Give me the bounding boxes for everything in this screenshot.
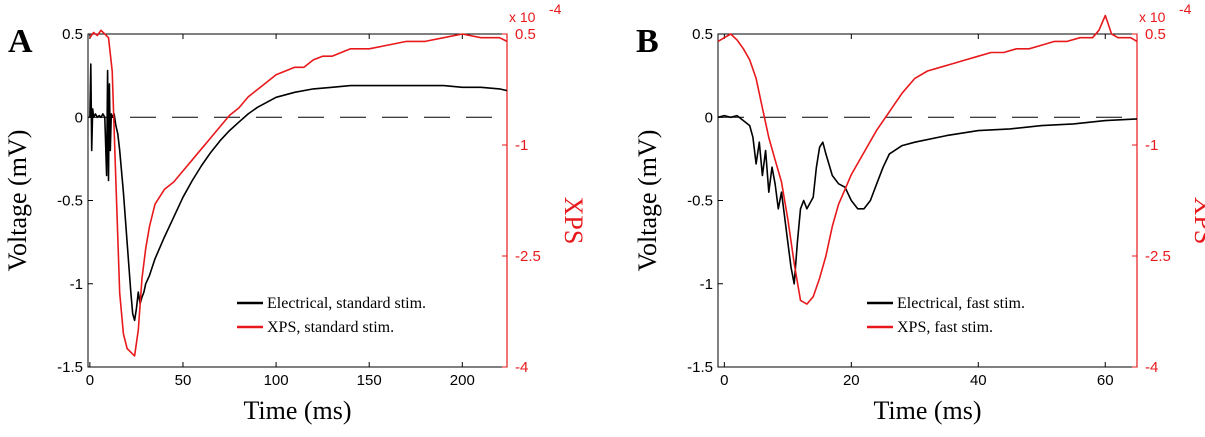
panel-b: B 0 20 40 60 -1.5 -1 -0.5 0 0.5 -4 -2.5 -1 0.5 Time … bbox=[633, 1, 1205, 425]
legend-entry-electrical-b: Electrical, fast stim. bbox=[897, 295, 1025, 312]
legend-a: Electrical, standard stim. XPS, standard… bbox=[237, 295, 426, 336]
y2-axis-label-a: XPS bbox=[559, 197, 588, 245]
y2-multiplier-exp-b: -4 bbox=[1179, 1, 1192, 17]
y2-tick-label: -1 bbox=[515, 137, 528, 154]
x-axis-label-a: Time (ms) bbox=[243, 396, 351, 425]
y2-multiplier-b: x 10 -4 bbox=[1139, 1, 1192, 25]
y-tick-label: -1.5 bbox=[687, 359, 713, 376]
ticks-a: 0 50 100 150 200 -1.5 -1 -0.5 0 0.5 -4 -2.5 -1 0.5 bbox=[57, 26, 541, 389]
panel-a: A 0 50 100 150 200-1.5-1-0.500.5-4-2.5-10.5 … bbox=[3, 1, 588, 425]
y2-multiplier-base-b: x 10 bbox=[1139, 9, 1166, 25]
ticks-b: 0 20 40 60 -1.5 -1 -0.5 0 0.5 -4 -2.5 -1 0.5 bbox=[687, 26, 1171, 389]
y2-tick-label: -2.5 bbox=[1145, 248, 1171, 265]
y-tick-label: -0.5 bbox=[57, 193, 83, 210]
y2-tick-label: 0.5 bbox=[515, 26, 536, 43]
y-tick-label: 0 bbox=[75, 109, 83, 126]
y-tick-label: -0.5 bbox=[687, 193, 713, 210]
y2-multiplier-exp-a: -4 bbox=[549, 1, 562, 17]
y2-tick-label: -4 bbox=[515, 359, 528, 376]
plot-frame-b bbox=[717, 33, 1138, 368]
series-line-xps bbox=[89, 29, 508, 357]
x-tick-label: 60 bbox=[1097, 372, 1114, 389]
x-tick-label: 0 bbox=[720, 372, 728, 389]
x-tick-label: 0 bbox=[86, 372, 94, 389]
plot-frame-a bbox=[87, 33, 508, 368]
y-tick-label: -1 bbox=[70, 276, 83, 293]
x-tick-label: 20 bbox=[843, 372, 860, 389]
y-axis-label-b: Voltage (mV) bbox=[633, 130, 662, 272]
y2-multiplier-base-a: x 10 bbox=[509, 9, 536, 25]
y-tick-label: -1 bbox=[700, 276, 713, 293]
y-tick-label: 0 bbox=[705, 109, 713, 126]
x-tick-label: 40 bbox=[970, 372, 987, 389]
series-lines-a bbox=[89, 29, 508, 357]
y-axis-label-a: Voltage (mV) bbox=[3, 130, 32, 272]
x-tick-label: 200 bbox=[450, 372, 475, 389]
y2-tick-label: -4 bbox=[1145, 359, 1158, 376]
legend-b: Electrical, fast stim. XPS, fast stim. bbox=[867, 295, 1025, 336]
y2-tick-label: -2.5 bbox=[515, 248, 541, 265]
series-line-electrical bbox=[717, 114, 1138, 285]
series-line-electrical bbox=[89, 63, 508, 322]
series-line-xps bbox=[717, 14, 1138, 305]
x-tick-label: 100 bbox=[264, 372, 289, 389]
legend-entry-electrical-a: Electrical, standard stim. bbox=[267, 295, 426, 312]
y2-tick-label: 0.5 bbox=[1145, 26, 1166, 43]
y2-axis-label-b: XPS bbox=[1189, 197, 1205, 245]
y2-tick-label: -1 bbox=[1145, 137, 1158, 154]
x-tick-label: 50 bbox=[175, 372, 192, 389]
panel-label-b: B bbox=[636, 23, 659, 60]
panel-label-a: A bbox=[8, 23, 33, 60]
y2-multiplier-a: x 10 -4 bbox=[509, 1, 562, 25]
y-tick-label: 0.5 bbox=[692, 26, 713, 43]
y-tick-label: -1.5 bbox=[57, 359, 83, 376]
x-tick-label: 150 bbox=[357, 372, 382, 389]
legend-entry-xps-b: XPS, fast stim. bbox=[897, 319, 993, 336]
y-tick-label: 0.5 bbox=[62, 26, 83, 43]
series-lines-b bbox=[717, 14, 1138, 305]
legend-entry-xps-a: XPS, standard stim. bbox=[267, 319, 394, 336]
x-axis-label-b: Time (ms) bbox=[873, 396, 981, 425]
